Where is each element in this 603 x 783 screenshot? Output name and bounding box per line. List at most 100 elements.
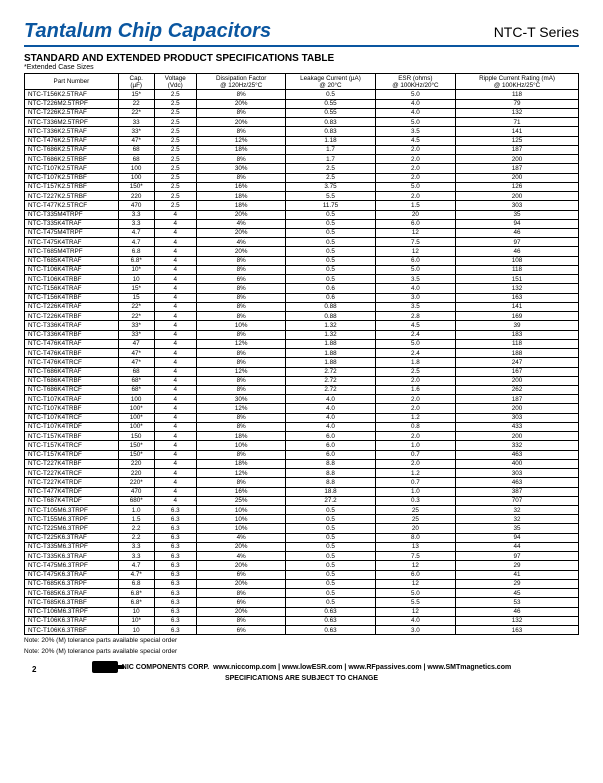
value-cell: 16% <box>196 182 285 191</box>
value-cell: 4 <box>154 349 196 358</box>
footer-disclaimer: SPECIFICATIONS ARE SUBJECT TO CHANGE <box>24 675 579 682</box>
value-cell: 20 <box>375 210 455 219</box>
value-cell: 20% <box>196 247 285 256</box>
value-cell: 2.0 <box>375 192 455 201</box>
value-cell: 20% <box>196 542 285 551</box>
value-cell: 150 <box>118 432 154 441</box>
value-cell: 8% <box>196 302 285 311</box>
value-cell: 303 <box>456 201 579 210</box>
value-cell: 4 <box>154 275 196 284</box>
value-cell: 8.0 <box>375 533 455 542</box>
part-number-cell: NTC-T106K6.3TRAF <box>25 616 119 625</box>
part-number-cell: NTC-T156K4TRBF <box>25 293 119 302</box>
value-cell: 8% <box>196 376 285 385</box>
value-cell: 15* <box>118 90 154 99</box>
value-cell: 8% <box>196 284 285 293</box>
part-number-cell: NTC-T106K4TRAF <box>25 265 119 274</box>
value-cell: 141 <box>456 127 579 136</box>
col-header: ESR (ohms)@ 100KHz/20°C <box>375 74 455 90</box>
value-cell: 4 <box>154 376 196 385</box>
value-cell: 8% <box>196 127 285 136</box>
value-cell: 0.5 <box>286 247 375 256</box>
value-cell: 4 <box>154 413 196 422</box>
value-cell: 0.88 <box>286 312 375 321</box>
table-title: STANDARD AND EXTENDED PRODUCT SPECIFICAT… <box>24 53 579 64</box>
part-number-cell: NTC-T335M4TRPF <box>25 210 119 219</box>
value-cell: 2.4 <box>375 330 455 339</box>
table-row: NTC-T475K6.3TRAF4.7*6.36%0.56.041 <box>25 570 579 579</box>
value-cell: 188 <box>456 349 579 358</box>
part-number-cell: NTC-T476K2.5TRAF <box>25 136 119 145</box>
value-cell: 22* <box>118 108 154 117</box>
value-cell: 0.6 <box>286 284 375 293</box>
value-cell: 12% <box>196 469 285 478</box>
part-number-cell: NTC-T106K6.3TRBF <box>25 626 119 635</box>
value-cell: 29 <box>456 561 579 570</box>
part-number-cell: NTC-T226K4TRAF <box>25 302 119 311</box>
value-cell: 100* <box>118 404 154 413</box>
value-cell: 0.5 <box>286 570 375 579</box>
part-number-cell: NTC-T685K6.3TRAF <box>25 589 119 598</box>
value-cell: 4% <box>196 238 285 247</box>
value-cell: 200 <box>456 173 579 182</box>
value-cell: 47* <box>118 358 154 367</box>
table-row: NTC-T475M4TRPF4.7420%0.51246 <box>25 228 579 237</box>
value-cell: 35 <box>456 524 579 533</box>
value-cell: 18.8 <box>286 487 375 496</box>
value-cell: 0.63 <box>286 626 375 635</box>
value-cell: 6.0 <box>375 256 455 265</box>
value-cell: 6% <box>196 626 285 635</box>
table-row: NTC-T157K4TRDF150*48%6.00.7463 <box>25 450 579 459</box>
table-row: NTC-T106K6.3TRBF106.36%0.633.0163 <box>25 626 579 635</box>
value-cell: 4 <box>154 219 196 228</box>
table-row: NTC-T335M4TRPF3.3420%0.52035 <box>25 210 579 219</box>
value-cell: 8% <box>196 349 285 358</box>
value-cell: 32 <box>456 515 579 524</box>
table-row: NTC-T105M6.3TRPF1.06.310%0.52532 <box>25 506 579 515</box>
value-cell: 0.5 <box>286 533 375 542</box>
value-cell: 6.3 <box>154 579 196 588</box>
value-cell: 8% <box>196 90 285 99</box>
value-cell: 94 <box>456 533 579 542</box>
table-row: NTC-T336K4TRAF33*410%1.324.539 <box>25 321 579 330</box>
value-cell: 12 <box>375 247 455 256</box>
part-number-cell: NTC-T107K4TRBF <box>25 404 119 413</box>
table-row: NTC-T226K2.5TRAF22*2.58%0.554.0132 <box>25 108 579 117</box>
page-title: Tantalum Chip Capacitors <box>24 20 271 43</box>
part-number-cell: NTC-T107K2.5TRBF <box>25 173 119 182</box>
value-cell: 6.3 <box>154 598 196 607</box>
value-cell: 163 <box>456 626 579 635</box>
value-cell: 6.0 <box>375 219 455 228</box>
table-footnote: Note: 20% (M) tolerance parts available … <box>24 637 579 644</box>
value-cell: 6.8* <box>118 598 154 607</box>
value-cell: 22* <box>118 302 154 311</box>
value-cell: 4 <box>154 256 196 265</box>
value-cell: 6.3 <box>154 607 196 616</box>
value-cell: 8% <box>196 293 285 302</box>
value-cell: 4 <box>154 284 196 293</box>
footer-sites: www.niccomp.com | www.lowESR.com | www.R… <box>213 664 511 671</box>
value-cell: 16% <box>196 487 285 496</box>
value-cell: 2.2 <box>118 524 154 533</box>
part-number-cell: NTC-T477K4TRDF <box>25 487 119 496</box>
value-cell: 25 <box>375 506 455 515</box>
part-number-cell: NTC-T686K2.5TRBF <box>25 155 119 164</box>
value-cell: 187 <box>456 395 579 404</box>
col-header: Part Number <box>25 74 119 90</box>
value-cell: 5.0 <box>375 90 455 99</box>
value-cell: 6.3 <box>154 533 196 542</box>
value-cell: 13 <box>375 542 455 551</box>
part-number-cell: NTC-T686K4TRAF <box>25 367 119 376</box>
value-cell: 4 <box>154 330 196 339</box>
value-cell: 6.3 <box>154 506 196 515</box>
value-cell: 6.3 <box>154 524 196 533</box>
value-cell: 1.7 <box>286 145 375 154</box>
part-number-cell: NTC-T335K4TRAF <box>25 219 119 228</box>
table-row: NTC-T476K4TRBF47*48%1.882.4188 <box>25 349 579 358</box>
value-cell: 4 <box>154 432 196 441</box>
value-cell: 79 <box>456 99 579 108</box>
value-cell: 20% <box>196 607 285 616</box>
value-cell: 6% <box>196 275 285 284</box>
value-cell: 4.0 <box>286 395 375 404</box>
value-cell: 2.5 <box>154 127 196 136</box>
